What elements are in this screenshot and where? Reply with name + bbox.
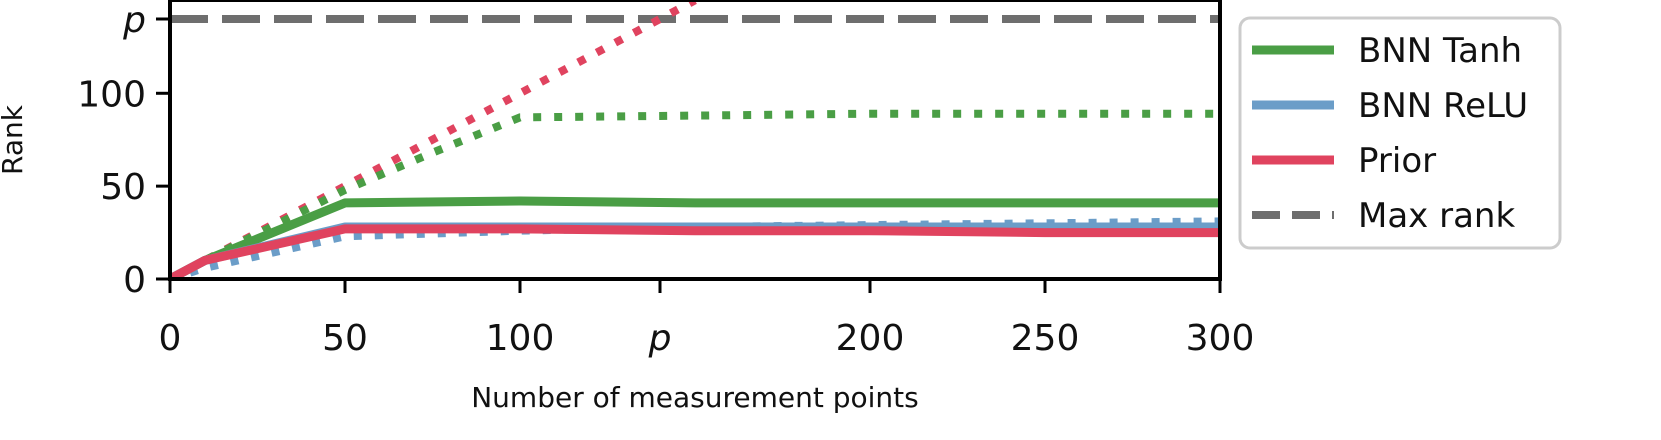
- legend-box: [1238, 16, 1562, 250]
- x-tick-label: 200: [836, 318, 905, 359]
- legend: BNN Tanh BNN ReLU Prior Max rank: [1238, 16, 1562, 250]
- x-tick-label: 250: [1011, 318, 1080, 359]
- series-layer: [170, 0, 1220, 279]
- y-axis-ticks: 0 50 100 p: [77, 0, 170, 301]
- y-axis-label: Rank: [0, 104, 29, 175]
- y-tick-label: 100: [77, 74, 146, 115]
- series-line-tanh-solid: [170, 196, 1220, 279]
- x-axis-label: Number of measurement points: [471, 381, 919, 414]
- x-tick-label: p: [648, 318, 672, 359]
- series-line-tanh-dotted: [170, 109, 1220, 279]
- x-axis-ticks: 0 50 100 p 200 250 300: [159, 279, 1255, 359]
- y-tick-label: p: [122, 0, 146, 41]
- y-tick-label: 0: [123, 260, 146, 301]
- series-line-prior-solid: [170, 224, 1220, 279]
- x-tick-label: 300: [1186, 318, 1255, 359]
- x-tick-label: 100: [486, 318, 555, 359]
- x-tick-label: 0: [159, 318, 182, 359]
- y-tick-label: 50: [100, 167, 146, 208]
- legend-label: Max rank: [1358, 196, 1515, 236]
- legend-label: BNN ReLU: [1358, 86, 1528, 126]
- x-tick-label: 50: [322, 318, 368, 359]
- legend-label: BNN Tanh: [1358, 31, 1522, 71]
- plot-frame: [168, 0, 1222, 281]
- legend-label: Prior: [1358, 141, 1436, 181]
